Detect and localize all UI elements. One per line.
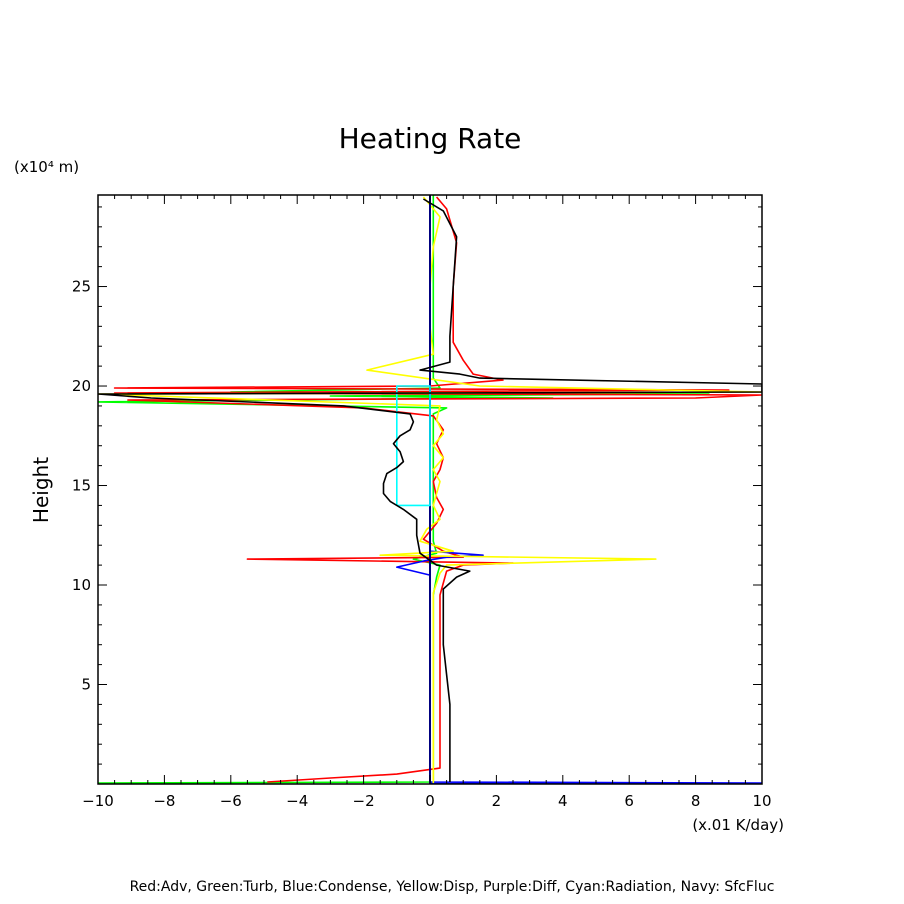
series-line-disp (98, 196, 762, 783)
x-tick-label: −10 (82, 792, 114, 810)
legend-caption: Red:Adv, Green:Turb, Blue:Condense, Yell… (130, 879, 775, 895)
y-tick-label: 5 (81, 676, 91, 694)
y-axis-label: Height (29, 457, 53, 523)
plot-frame (97, 194, 763, 785)
series-layer (98, 195, 762, 784)
series-line-condense (395, 195, 762, 784)
y-axis-unit: (x10⁴ m) (14, 158, 79, 176)
x-tick-label: 6 (624, 792, 634, 810)
x-tick-label: 0 (425, 792, 435, 810)
series-line-adv (113, 196, 762, 783)
x-tick-label: 10 (752, 792, 771, 810)
series-line-radiation (395, 385, 431, 507)
axis-ticks: −10 −8 −6 −4 −2 0 2 4 6 8 10 5 10 15 20 25 (72, 195, 772, 810)
series-line-total (98, 198, 762, 782)
y-tick-label: 15 (72, 477, 91, 495)
x-tick-label: −2 (353, 792, 375, 810)
x-tick-label: −4 (286, 792, 308, 810)
y-tick-label: 10 (72, 576, 91, 594)
x-tick-label: −6 (220, 792, 242, 810)
chart-title: Heating Rate (339, 122, 522, 155)
y-tick-label: 25 (72, 278, 91, 296)
y-tick-label: 20 (72, 377, 91, 395)
x-tick-label: 8 (691, 792, 701, 810)
x-tick-label: 4 (558, 792, 568, 810)
x-tick-label: 2 (492, 792, 502, 810)
x-tick-label: −8 (153, 792, 175, 810)
series-line-turb (98, 195, 710, 784)
x-axis-unit: (x.01 K/day) (692, 816, 784, 834)
